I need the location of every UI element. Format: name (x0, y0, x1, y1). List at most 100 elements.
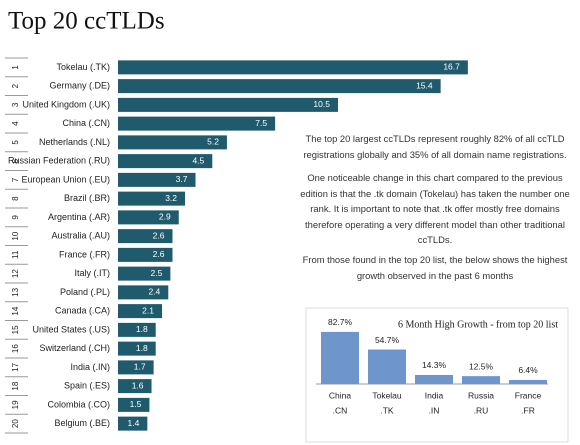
category-label: India (425, 390, 444, 400)
category-label: Colombia (.CO) (47, 399, 110, 409)
paragraph: One noticeable change in this chart comp… (300, 172, 570, 245)
bar (118, 229, 173, 244)
rank: 8 (11, 196, 20, 201)
category-label: Poland (.PL) (60, 287, 110, 297)
bar (462, 376, 500, 384)
bar (415, 374, 453, 384)
category-label: European Union (.EU) (21, 174, 110, 184)
rank: 11 (11, 250, 20, 259)
rank: 1 (11, 65, 20, 70)
value-label: 1.8 (136, 343, 148, 353)
bar (321, 331, 359, 384)
value-label: 4.5 (192, 155, 204, 165)
bar (118, 322, 156, 337)
category-label: Italy (.IT) (75, 268, 111, 278)
category-sublabel: .RU (474, 405, 489, 415)
value-label: 1.6 (132, 380, 144, 390)
bar (118, 60, 468, 75)
bar (118, 360, 154, 375)
value-label: 1.4 (128, 418, 140, 428)
rank: 6 (11, 158, 20, 163)
bar (118, 266, 171, 281)
category-label: China (329, 390, 351, 400)
bar (118, 154, 213, 169)
rank: 2 (11, 83, 20, 88)
rank: 18 (11, 381, 20, 390)
rank: 16 (11, 344, 20, 353)
bar (118, 79, 441, 94)
bar (118, 285, 169, 300)
bar (509, 379, 547, 384)
rank: 12 (11, 269, 20, 278)
value-label: 5.2 (207, 137, 219, 147)
rank: 19 (11, 400, 20, 409)
category-label: Australia (.AU) (51, 231, 110, 241)
value-label: 1.7 (134, 362, 146, 372)
bar (118, 247, 173, 262)
rank: 13 (11, 287, 20, 296)
value-label: 2.9 (159, 212, 171, 222)
rank: 3 (11, 102, 20, 107)
category-label: Belgium (.BE) (54, 418, 110, 428)
value-label: 2.5 (151, 268, 163, 278)
bar (118, 397, 150, 412)
value-label: 2.6 (153, 249, 165, 259)
rank: 5 (11, 140, 20, 145)
category-label: China (.CN) (62, 118, 110, 128)
rank: 15 (11, 325, 20, 334)
category-sublabel: .IN (429, 405, 440, 415)
bar (118, 116, 276, 131)
value-label: 7.5 (255, 118, 267, 128)
value-label: 54.7% (375, 335, 400, 345)
category-label: Russia (468, 390, 494, 400)
category-label: India (.IN) (70, 362, 110, 372)
category-sublabel: .FR (521, 405, 535, 415)
paragraph: The top 20 largest ccTLDs represent roug… (303, 133, 567, 160)
bar (118, 172, 196, 187)
value-label: 1.8 (136, 324, 148, 334)
rank: 7 (11, 177, 20, 182)
category-label: France (515, 390, 542, 400)
value-label: 3.7 (176, 174, 188, 184)
value-label: 1.5 (130, 399, 142, 409)
bar (118, 135, 227, 150)
value-label: 15.4 (416, 80, 433, 90)
category-label: France (.FR) (59, 249, 110, 259)
bar (368, 349, 406, 384)
value-label: 6.4% (518, 365, 538, 375)
category-label: Tokelau (.TK) (56, 62, 110, 72)
rank: 20 (11, 419, 20, 428)
value-label: 3.2 (165, 193, 177, 203)
category-label: Argentina (.AR) (48, 212, 110, 222)
category-label: Brazil (.BR) (64, 193, 110, 203)
bar (118, 416, 148, 431)
bar (118, 379, 152, 394)
category-sublabel: .CN (333, 405, 348, 415)
page-title: Top 20 ccTLDs (8, 8, 165, 35)
rank: 4 (11, 121, 20, 126)
bar (118, 210, 179, 225)
category-label: Switzerland (.CH) (39, 343, 110, 353)
value-label: 2.1 (142, 305, 154, 315)
category-label: Tokelau (372, 390, 402, 400)
value-label: 2.6 (153, 230, 165, 240)
bar (118, 97, 338, 112)
value-label: 10.5 (313, 99, 330, 109)
bar (118, 304, 162, 319)
rank: 14 (11, 306, 20, 315)
value-label: 12.5% (469, 361, 494, 371)
category-label: Netherlands (.NL) (39, 137, 110, 147)
category-label: Canada (.CA) (55, 306, 110, 316)
rank: 10 (11, 231, 20, 240)
bar (118, 191, 186, 206)
category-label: Germany (.DE) (49, 81, 110, 91)
chart-title: 6 Month High Growth - from top 20 list (398, 319, 558, 330)
bar (118, 341, 156, 356)
paragraph: From those found in the top 20 list, the… (302, 254, 568, 281)
category-label: Russian Federation (.RU) (8, 156, 110, 166)
value-label: 2.4 (148, 287, 160, 297)
rank: 9 (11, 215, 20, 220)
value-label: 14.3% (422, 360, 447, 370)
